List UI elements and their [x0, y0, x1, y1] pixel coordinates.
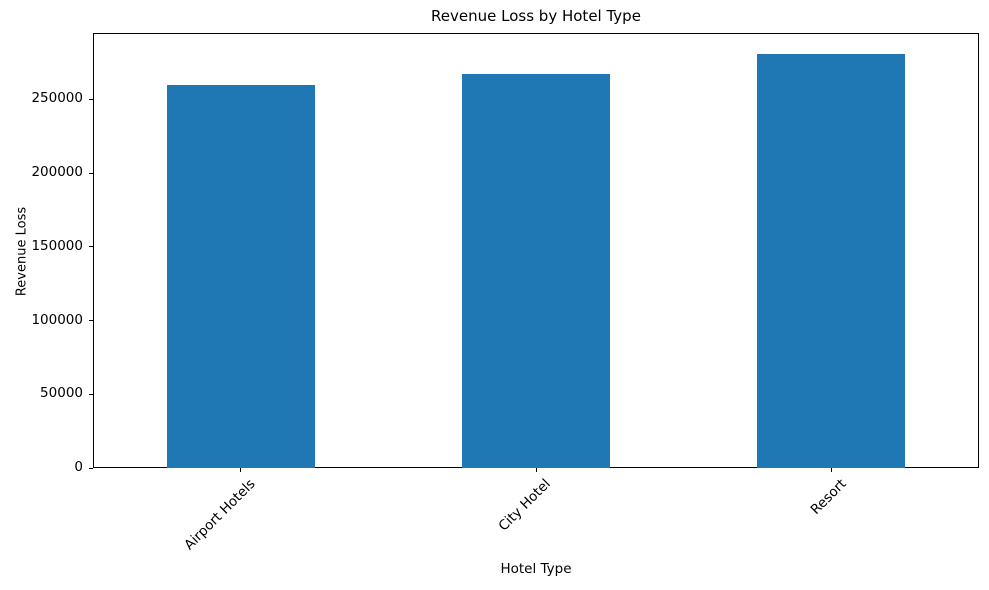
x-tick-mark: [830, 468, 832, 472]
y-tick-label: 250000: [31, 90, 83, 107]
y-tick-mark: [89, 320, 93, 322]
y-tick-label: 50000: [40, 385, 83, 402]
bar-airport-hotels: [166, 84, 315, 468]
x-tick-label-airport-hotels: Airport Hotels: [181, 476, 259, 554]
y-tick-label: 200000: [31, 164, 83, 181]
y-tick-label: 100000: [31, 311, 83, 328]
y-tick-mark: [89, 98, 93, 100]
y-tick-label: 150000: [31, 237, 83, 254]
x-axis-label: Hotel Type: [500, 561, 572, 577]
x-tick-mark: [240, 468, 242, 472]
x-tick-mark: [535, 468, 537, 472]
y-tick-mark: [89, 172, 93, 174]
bar-city-hotel: [462, 74, 610, 468]
y-tick-mark: [89, 246, 93, 248]
y-tick-mark: [89, 393, 93, 395]
bar-resort: [757, 53, 906, 468]
y-tick-label: 0: [74, 459, 83, 475]
x-tick-label-city-hotel: City Hotel: [495, 476, 555, 535]
x-tick-label-resort: Resort: [807, 476, 850, 518]
y-tick-mark: [89, 467, 93, 469]
chart-title: Revenue Loss by Hotel Type: [431, 7, 641, 25]
